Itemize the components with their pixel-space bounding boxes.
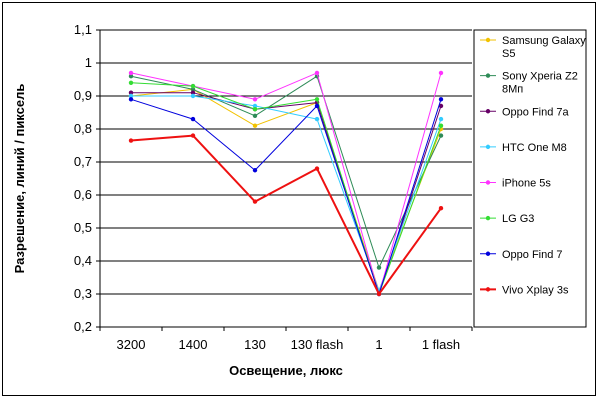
data-point [438,70,444,76]
legend-label: Vivo Xplay 3s [502,284,569,296]
data-point [252,113,258,119]
legend-item: LG G3 [480,213,534,225]
data-point [376,291,382,297]
data-point [252,199,258,204]
legend-item: Sony Xperia Z2 8Мп [480,71,578,96]
data-point [190,116,196,122]
grid-layer [100,29,472,295]
series-line [130,98,442,295]
y-tick-label: 0,9 [74,88,92,103]
data-point [252,103,258,109]
data-point [438,133,444,138]
legend-swatch-marker [485,37,491,43]
data-point [128,70,134,76]
legend-label: Oppo Find 7a [502,106,570,118]
data-point [438,97,444,102]
data-point [190,83,196,89]
y-tick-label: 0,5 [74,220,92,235]
legend-item: HTC One M8 [480,142,567,154]
y-tick-label: 0,4 [74,253,92,268]
data-point [314,70,320,76]
x-axis-title: Освещение, люкс [229,363,343,378]
y-tick-label: 0,7 [74,154,92,169]
y-axis-title: Разрешение, линий / пиксель [12,84,27,274]
data-point [438,123,444,128]
x-tick-label: 130 [244,337,266,352]
legend-label: LG G3 [502,213,534,225]
y-tick-label: 0,2 [74,319,92,334]
series-line [130,134,442,295]
data-point [314,97,320,102]
series-line [130,82,442,295]
data-point [438,116,444,122]
series-line [131,92,442,295]
data-point [314,166,320,171]
data-point [252,168,258,173]
y-tick-label: 0,3 [74,286,92,301]
legend-swatch-marker [485,73,491,78]
legend-swatch-marker [485,144,491,150]
data-point [190,133,196,138]
data-point [252,107,258,112]
legend-swatch-marker [485,215,491,221]
legend-swatch-marker [485,180,491,185]
data-point [128,97,134,102]
data-point [376,265,382,270]
data-point [190,93,196,99]
x-tick-label: 1 flash [422,337,460,352]
legend-label: HTC One M8 [502,142,567,154]
legend-swatch-marker [485,287,491,292]
y-tick-label: 1,1 [74,22,92,37]
data-point [252,123,258,128]
legend-item: Vivo Xplay 3s [480,284,569,296]
axis-layer: 0,2 0,3 0,4 0,5 0,6 0,7 0,8 0,9 1 1,1 3200 1400 130 1… [74,22,473,352]
data-point [128,138,134,143]
legend-item: Oppo Find 7a [480,106,570,118]
legend-label: Sony Xperia Z2 8Мп [502,71,578,96]
series-line [130,75,442,269]
x-tick-label: 130 flash [291,337,344,352]
x-tick-label: 3200 [117,337,146,352]
legend-item: iPhone 5s [480,178,551,190]
data-point [128,93,134,99]
y-tick-label: 0,8 [74,121,92,136]
legend-box [473,29,587,328]
data-point [128,90,134,95]
legend-swatch-marker [485,109,491,114]
legend-label: iPhone 5s [502,178,551,190]
legend: Samsung Galaxy S5 Sony Xperia Z2 8Мп Oppo Fi… [473,29,587,328]
legend-label: Samsung Galaxy S5 [502,35,586,60]
x-tick-label: 1400 [179,337,208,352]
y-tick-label: 1 [85,55,92,70]
y-tick-label: 0,6 [74,187,92,202]
series-layer [128,70,444,297]
legend-swatch-marker [485,251,491,256]
data-point [128,80,134,86]
legend-item: Oppo Find 7 [480,249,563,261]
data-point [314,103,320,109]
legend-item: Samsung Galaxy S5 [480,35,586,60]
data-point [438,206,444,211]
data-point [252,97,258,102]
data-point [190,87,196,92]
x-tick-label: 1 [375,337,382,352]
data-point [128,74,134,79]
series-line [130,72,442,295]
data-point [438,103,444,109]
legend-label: Oppo Find 7 [502,249,563,261]
data-point [190,90,196,95]
data-point [314,116,320,122]
